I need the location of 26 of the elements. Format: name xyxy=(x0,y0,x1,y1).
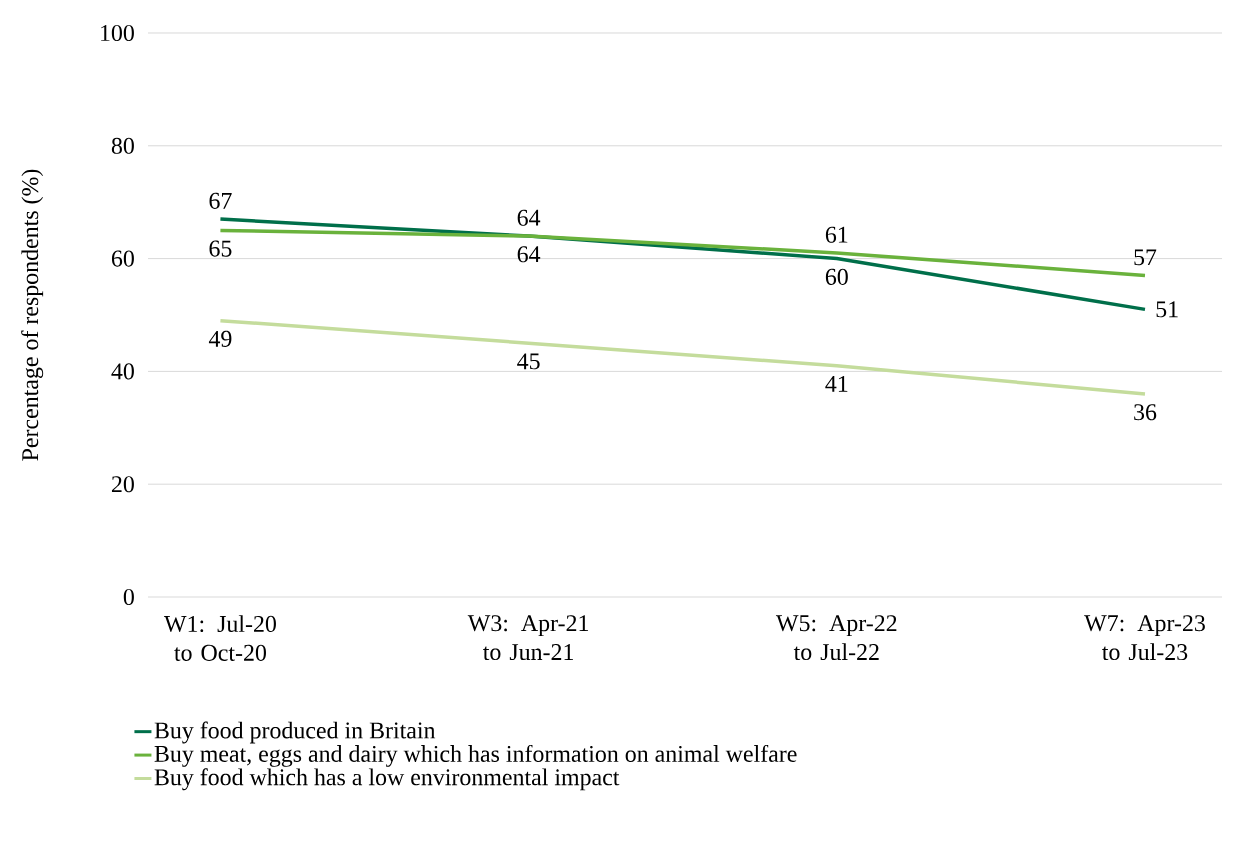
data-label: 45 xyxy=(517,353,540,370)
x-tick-label: W7: Apr-23 to Jul-23 xyxy=(1084,615,1205,661)
data-label: 51 xyxy=(1156,301,1178,318)
data-label: 64 xyxy=(517,246,541,263)
data-label: 60 xyxy=(825,268,848,285)
legend-label: Buy meat, eggs and dairy which has information on animal welfare xyxy=(154,744,797,767)
data-label: 41 xyxy=(825,375,848,392)
data-label: 57 xyxy=(1134,249,1157,266)
y-tick-label: 40 xyxy=(111,363,134,380)
data-label: 64 xyxy=(517,209,541,226)
y-tick-label: 80 xyxy=(111,137,134,154)
x-tick-label: W1: Jul-20 to Oct-20 xyxy=(163,615,276,661)
y-tick-label: 0 xyxy=(123,588,134,606)
x-tick-label: W5: Apr-22 to Jul-22 xyxy=(775,615,897,661)
data-label: 49 xyxy=(208,330,232,347)
data-label: 65 xyxy=(209,240,232,257)
y-axis-title: Percentage of respondents (%) xyxy=(21,169,44,461)
legend-label: Buy food produced in Britain xyxy=(154,721,436,744)
y-tick-label: 60 xyxy=(111,250,134,267)
y-tick-label: 20 xyxy=(111,476,134,493)
data-label: 61 xyxy=(825,226,848,243)
legend-label: Buy food which has a low environmental impact xyxy=(154,768,620,791)
x-tick-label: W3: Apr-21 to Jun-21 xyxy=(467,615,589,661)
data-label: 36 xyxy=(1134,404,1157,421)
data-label: 67 xyxy=(209,192,232,209)
y-tick-label: 100 xyxy=(101,24,134,42)
